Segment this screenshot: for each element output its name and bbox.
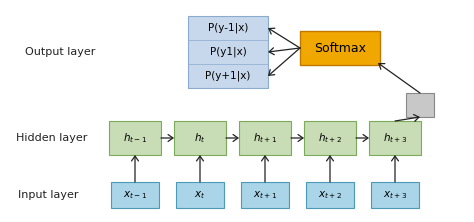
FancyBboxPatch shape [111, 182, 159, 208]
Text: $h_{t+3}$: $h_{t+3}$ [383, 131, 407, 145]
Text: Output layer: Output layer [25, 47, 95, 57]
Text: P(y-1|x): P(y-1|x) [208, 23, 248, 33]
Text: $h_{t-1}$: $h_{t-1}$ [123, 131, 147, 145]
Text: $h_{t+2}$: $h_{t+2}$ [318, 131, 342, 145]
Text: Input layer: Input layer [18, 190, 78, 200]
FancyBboxPatch shape [300, 31, 380, 65]
FancyBboxPatch shape [188, 16, 268, 88]
FancyBboxPatch shape [304, 121, 356, 155]
Text: $h_t$: $h_t$ [194, 131, 206, 145]
FancyBboxPatch shape [369, 121, 421, 155]
Text: $x_t$: $x_t$ [194, 189, 206, 201]
FancyBboxPatch shape [109, 121, 161, 155]
FancyBboxPatch shape [241, 182, 289, 208]
Text: Hidden layer: Hidden layer [16, 133, 88, 143]
Text: P(y+1|x): P(y+1|x) [205, 71, 251, 81]
Text: Softmax: Softmax [314, 42, 366, 54]
Text: P(y1|x): P(y1|x) [210, 47, 246, 57]
FancyBboxPatch shape [174, 121, 226, 155]
FancyBboxPatch shape [176, 182, 224, 208]
FancyBboxPatch shape [239, 121, 291, 155]
Text: $x_{t+3}$: $x_{t+3}$ [383, 189, 407, 201]
FancyBboxPatch shape [306, 182, 354, 208]
FancyBboxPatch shape [371, 182, 419, 208]
Text: $x_{t+2}$: $x_{t+2}$ [318, 189, 342, 201]
FancyBboxPatch shape [406, 93, 434, 117]
Text: $x_{t+1}$: $x_{t+1}$ [253, 189, 277, 201]
Text: $h_{t+1}$: $h_{t+1}$ [253, 131, 277, 145]
Text: $x_{t-1}$: $x_{t-1}$ [123, 189, 147, 201]
